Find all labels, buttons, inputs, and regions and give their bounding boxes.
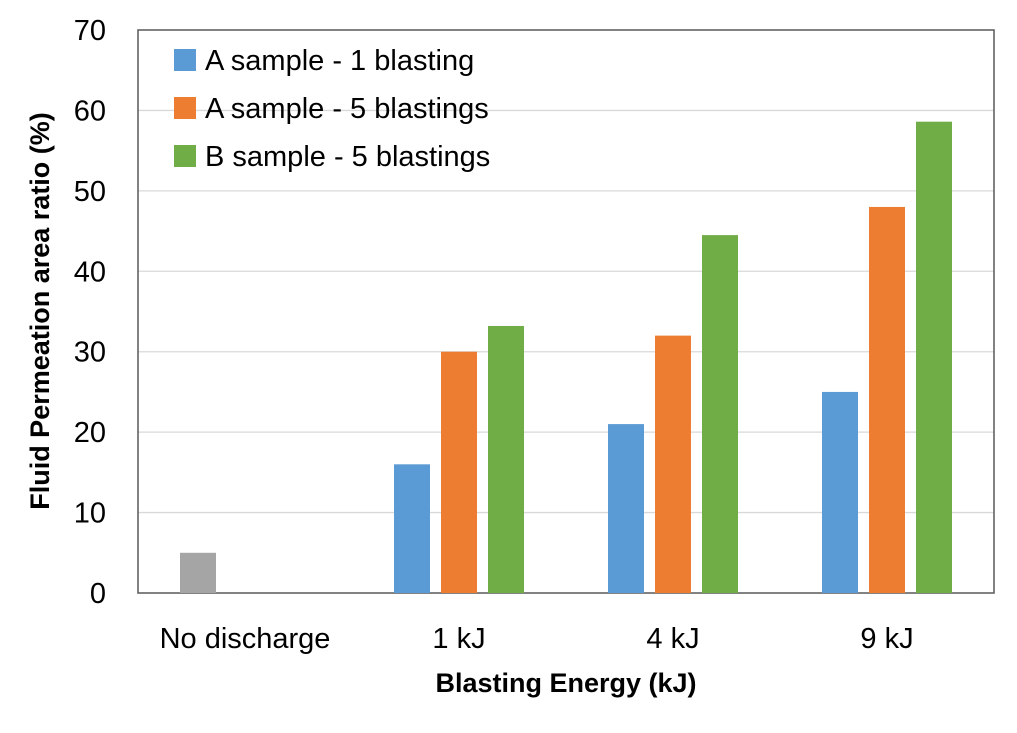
y-tick-label: 20	[74, 417, 106, 449]
x-tick-label: 1 kJ	[432, 623, 485, 655]
y-axis-title: Fluid Permeation area ratio (%)	[25, 112, 55, 510]
legend-label: A sample - 5 blastings	[205, 93, 489, 125]
bar	[608, 424, 644, 593]
x-tick-label: 9 kJ	[860, 623, 913, 655]
y-tick-label: 70	[74, 15, 106, 47]
y-tick-label: 30	[74, 337, 106, 369]
bar	[869, 206, 905, 593]
bars	[180, 121, 952, 594]
x-tick-label: 4 kJ	[646, 623, 699, 655]
bar	[702, 235, 738, 594]
legend-swatch	[174, 49, 196, 71]
y-tick-label: 40	[74, 256, 106, 288]
y-tick-label: 60	[74, 95, 106, 127]
bar	[822, 391, 858, 593]
y-tick-label: 0	[90, 578, 106, 610]
baseline-bar	[180, 552, 216, 593]
legend-label: A sample - 1 blasting	[205, 45, 474, 77]
legend-swatch	[174, 97, 196, 119]
bar	[441, 351, 477, 593]
plot-area-border	[137, 29, 995, 594]
bar	[916, 121, 952, 593]
legend: A sample - 1 blasting A sample - 5 blasti…	[174, 45, 490, 173]
bar	[655, 335, 691, 593]
x-axis-title: Blasting Energy (kJ)	[435, 668, 696, 698]
x-axis-ticks: No discharge 1 kJ 4 kJ 9 kJ	[160, 623, 914, 655]
bar	[488, 325, 524, 593]
legend-label: B sample - 5 blastings	[205, 141, 490, 173]
legend-swatch	[174, 145, 196, 167]
y-tick-label: 10	[74, 498, 106, 530]
y-tick-label: 50	[74, 176, 106, 208]
x-tick-label: No discharge	[160, 623, 331, 655]
bar	[394, 464, 430, 593]
y-axis-ticks: 0 10 20 30 40 50 60 70	[74, 15, 106, 610]
